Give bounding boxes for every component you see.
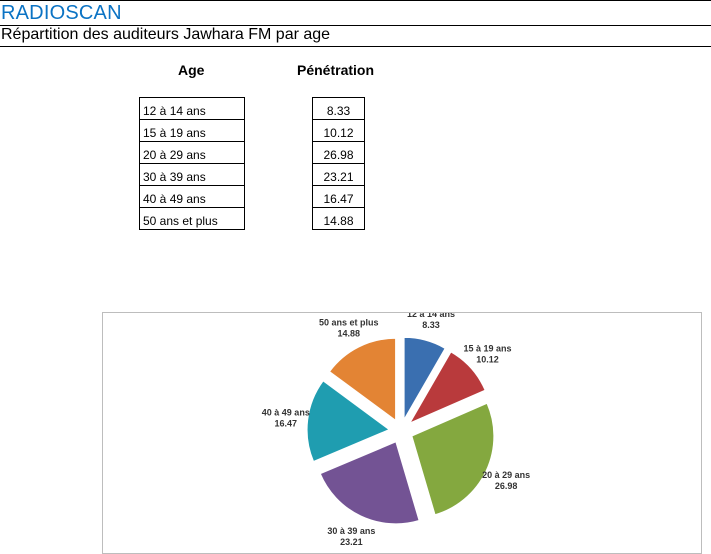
top-rule xyxy=(0,0,711,1)
age-table: 12 à 14 ans 15 à 19 ans 20 à 29 ans 30 à… xyxy=(139,97,245,230)
table-row: 14.88 xyxy=(312,207,365,230)
pie-slice xyxy=(411,402,495,516)
pie-chart: 12 à 14 ans 8.33 15 à 19 ans 10.12 20 à 29 a… xyxy=(262,313,530,547)
pie-data-label: 12 à 14 ans 8.33 xyxy=(407,313,455,330)
age-cell: 20 à 29 ans xyxy=(139,141,245,164)
pie-data-label: 15 à 19 ans 10.12 xyxy=(463,344,511,365)
table-row: 12 à 14 ans xyxy=(139,97,245,120)
pie-data-label: 30 à 39 ans 23.21 xyxy=(327,526,375,547)
table-row: 15 à 19 ans xyxy=(139,119,245,142)
penetration-cell: 14.88 xyxy=(312,207,365,230)
penetration-cell: 16.47 xyxy=(312,185,365,208)
pie-slice xyxy=(403,336,446,422)
table-row: 30 à 39 ans xyxy=(139,163,245,186)
age-cell: 40 à 49 ans xyxy=(139,185,245,208)
age-column-header: Age xyxy=(178,62,205,78)
penetration-cell: 23.21 xyxy=(312,163,365,186)
pie-data-label: 50 ans et plus 14.88 xyxy=(319,317,379,338)
pie-slice xyxy=(319,441,420,525)
age-cell: 12 à 14 ans xyxy=(139,97,245,120)
penetration-table: 8.33 10.12 26.98 23.21 16.47 14.88 xyxy=(312,97,365,230)
table-row: 50 ans et plus xyxy=(139,207,245,230)
table-row: 40 à 49 ans xyxy=(139,185,245,208)
age-cell: 30 à 39 ans xyxy=(139,163,245,186)
subtitle-rule xyxy=(0,46,711,47)
table-row: 10.12 xyxy=(312,119,365,142)
table-row: 23.21 xyxy=(312,163,365,186)
table-row: 26.98 xyxy=(312,141,365,164)
penetration-cell: 10.12 xyxy=(312,119,365,142)
pie-slice xyxy=(306,380,391,463)
pie-data-label: 40 à 49 ans 16.47 xyxy=(262,407,310,428)
penetration-cell: 26.98 xyxy=(312,141,365,164)
brand-rule xyxy=(0,25,711,26)
page-subtitle: Répartition des auditeurs Jawhara FM par… xyxy=(1,26,331,43)
age-cell: 50 ans et plus xyxy=(139,207,245,230)
age-cell: 15 à 19 ans xyxy=(139,119,245,142)
table-row: 16.47 xyxy=(312,185,365,208)
pie-data-label: 20 à 29 ans 26.98 xyxy=(482,470,530,491)
table-row: 20 à 29 ans xyxy=(139,141,245,164)
table-row: 8.33 xyxy=(312,97,365,120)
penetration-column-header: Pénétration xyxy=(297,62,375,78)
brand-title: RADIOSCAN xyxy=(1,2,122,24)
pie-slice xyxy=(328,337,397,422)
pie-chart-frame: 12 à 14 ans 8.33 15 à 19 ans 10.12 20 à 29 a… xyxy=(102,312,702,554)
penetration-cell: 8.33 xyxy=(312,97,365,120)
pie-slice xyxy=(408,351,486,425)
